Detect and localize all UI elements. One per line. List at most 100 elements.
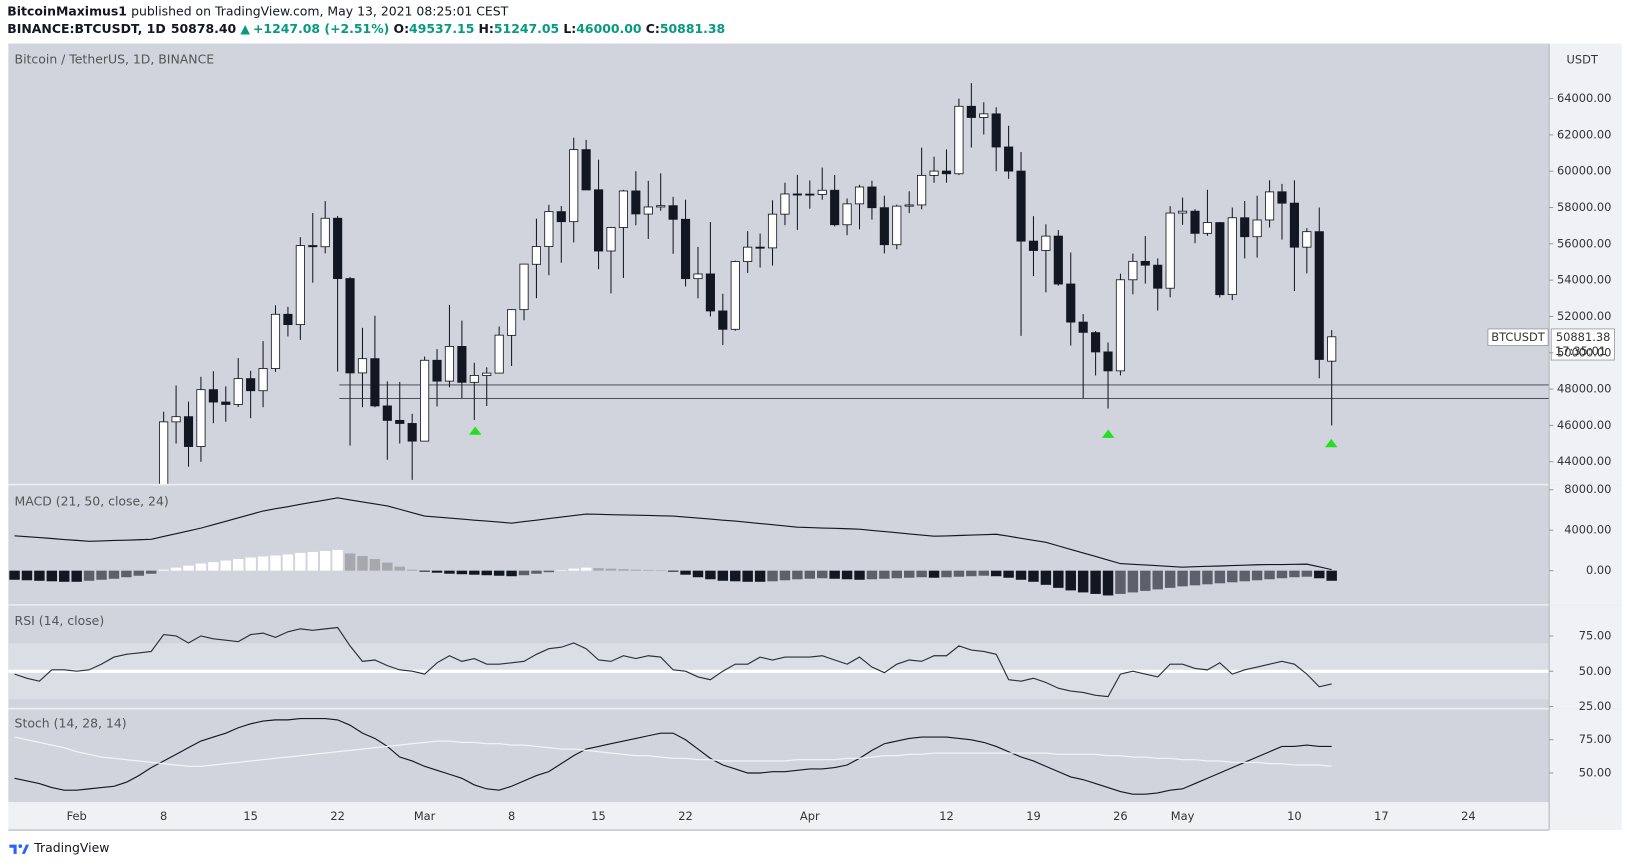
- change: +1247.08 (+2.51%): [253, 21, 389, 36]
- candle-body: [854, 186, 865, 205]
- brand-name: TradingView: [33, 840, 109, 855]
- histogram-bar: [133, 570, 145, 576]
- candle-body: [258, 368, 268, 392]
- candle-body: [1264, 191, 1275, 221]
- histogram-bar: [1090, 570, 1101, 594]
- candle-body: [1277, 191, 1287, 204]
- ohlc-label: C:: [646, 21, 660, 36]
- histogram-bar: [220, 560, 232, 571]
- histogram-bar: [953, 570, 965, 577]
- histogram-bar: [593, 568, 604, 571]
- candle-body: [867, 186, 877, 209]
- candle-body: [1103, 351, 1113, 372]
- candle-body: [246, 378, 256, 392]
- histogram-bar: [1028, 570, 1039, 582]
- candle-body: [780, 193, 790, 215]
- candle-body: [656, 205, 666, 208]
- histogram-bar: [990, 570, 1002, 577]
- ohlc-value: 49537.15: [409, 21, 474, 36]
- candle-body: [904, 204, 914, 207]
- histogram-bar: [817, 570, 828, 579]
- header-line-1: BitcoinMaximus1 published on TradingView.…: [7, 3, 508, 18]
- histogram-bar: [406, 569, 418, 571]
- time-label: 8: [160, 809, 167, 823]
- histogram-bar: [245, 557, 256, 571]
- candle-body: [792, 193, 802, 196]
- histogram-bar: [1239, 570, 1250, 582]
- histogram-bar: [1251, 570, 1263, 581]
- histogram-bar: [543, 570, 555, 573]
- histogram-bar: [394, 566, 405, 571]
- histogram-bar: [854, 570, 865, 580]
- y-tick-label: 54000.00: [1557, 273, 1611, 287]
- price-badge: [1550, 328, 1615, 361]
- histogram-bar: [208, 562, 219, 571]
- ohlc-label: H:: [479, 21, 494, 36]
- symbol: BINANCE:BTCUSDT, 1D: [7, 21, 165, 36]
- time-label: 8: [508, 809, 515, 823]
- candle-body: [507, 309, 517, 336]
- candle-body: [569, 149, 579, 223]
- histogram-bar: [630, 569, 642, 571]
- histogram-bar: [556, 570, 567, 571]
- candle-body: [1016, 170, 1026, 242]
- histogram-bar: [9, 570, 20, 580]
- histogram-bar: [705, 570, 716, 580]
- histogram-bar: [121, 570, 132, 578]
- author: BitcoinMaximus1: [7, 3, 127, 18]
- histogram-bar: [779, 570, 791, 581]
- histogram-bar: [1202, 570, 1213, 585]
- histogram-bar: [742, 570, 753, 582]
- candle-body: [1202, 222, 1212, 234]
- candle-body: [755, 246, 765, 249]
- time-label: 10: [1287, 809, 1302, 823]
- candle-body: [618, 190, 628, 228]
- histogram-bar: [456, 570, 468, 575]
- candle-body: [941, 170, 952, 175]
- candle-body: [1227, 217, 1237, 296]
- histogram-bar: [978, 570, 989, 576]
- histogram-bar: [59, 570, 70, 582]
- time-label: 15: [591, 809, 606, 823]
- brand-logo: [9, 844, 30, 854]
- histogram-bar: [146, 570, 157, 574]
- time-label: 19: [1026, 809, 1041, 823]
- time-label: 12: [939, 809, 954, 823]
- histogram-bar: [46, 570, 58, 582]
- histogram-bar: [1326, 570, 1337, 581]
- green-arrow: [469, 426, 482, 435]
- candle-body: [991, 113, 1001, 148]
- candle-body: [1314, 231, 1324, 360]
- histogram-bar: [829, 570, 840, 579]
- y-tick-label: 4000.00: [1564, 523, 1611, 537]
- histogram-bar: [183, 565, 194, 571]
- histogram-bar: [1314, 570, 1325, 579]
- histogram-bar: [282, 554, 294, 571]
- histogram-bar: [1065, 570, 1076, 591]
- histogram-bar: [1152, 570, 1163, 590]
- y-tick-label: 62000.00: [1557, 127, 1611, 141]
- time-label: 26: [1113, 809, 1128, 823]
- ohlc-label: L:: [563, 21, 576, 36]
- histogram-bar: [754, 570, 766, 582]
- histogram-bar: [730, 570, 741, 582]
- histogram-bar: [891, 570, 903, 579]
- candle-body: [917, 174, 927, 206]
- symbol-badge: [1487, 328, 1549, 346]
- candle-body: [270, 313, 281, 369]
- candle-body: [196, 389, 206, 447]
- rsi-pane: [14, 626, 1332, 698]
- histogram-bar: [928, 570, 940, 578]
- histogram-bar: [332, 549, 343, 571]
- histogram-bar: [158, 569, 169, 571]
- histogram-bar: [655, 570, 666, 571]
- axis-unit: USDT: [1567, 53, 1598, 67]
- histogram-bar: [1127, 570, 1139, 593]
- candle-body: [979, 113, 989, 118]
- price-axis-background: [1549, 43, 1622, 831]
- histogram-bar: [667, 570, 679, 572]
- y-tick-label: 75.00: [1579, 732, 1612, 746]
- histogram-bar: [382, 562, 393, 571]
- histogram-bar: [493, 570, 505, 576]
- candle-body: [1004, 146, 1014, 172]
